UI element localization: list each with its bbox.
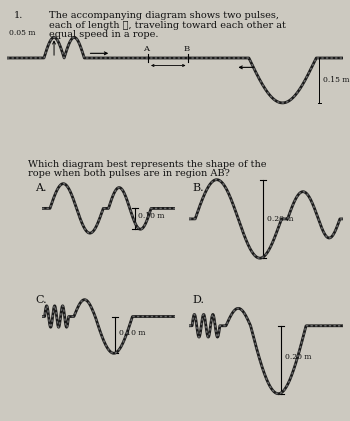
Text: 0.20 m: 0.20 m [267, 215, 293, 223]
Text: D.: D. [193, 295, 204, 305]
Text: Which diagram best represents the shape of the: Which diagram best represents the shape … [28, 160, 266, 169]
Text: rope when both pulses are in region AB?: rope when both pulses are in region AB? [28, 169, 230, 178]
Text: 1.: 1. [14, 11, 23, 20]
Text: A.: A. [35, 183, 47, 193]
Text: A: A [143, 45, 149, 53]
Text: 0.10 m: 0.10 m [119, 329, 145, 337]
Text: B: B [183, 45, 190, 53]
Text: 0.20 m: 0.20 m [285, 353, 312, 361]
Text: The accompanying diagram shows two pulses,: The accompanying diagram shows two pulse… [49, 11, 279, 20]
Text: C.: C. [35, 295, 47, 305]
Text: 0.15 m: 0.15 m [323, 77, 349, 85]
Text: 0.05 m: 0.05 m [9, 29, 35, 37]
Text: 0.10 m: 0.10 m [138, 212, 165, 220]
Text: each of length ℓ, traveling toward each other at: each of length ℓ, traveling toward each … [49, 21, 286, 29]
Text: B.: B. [193, 183, 204, 193]
Text: equal speed in a rope.: equal speed in a rope. [49, 30, 159, 39]
